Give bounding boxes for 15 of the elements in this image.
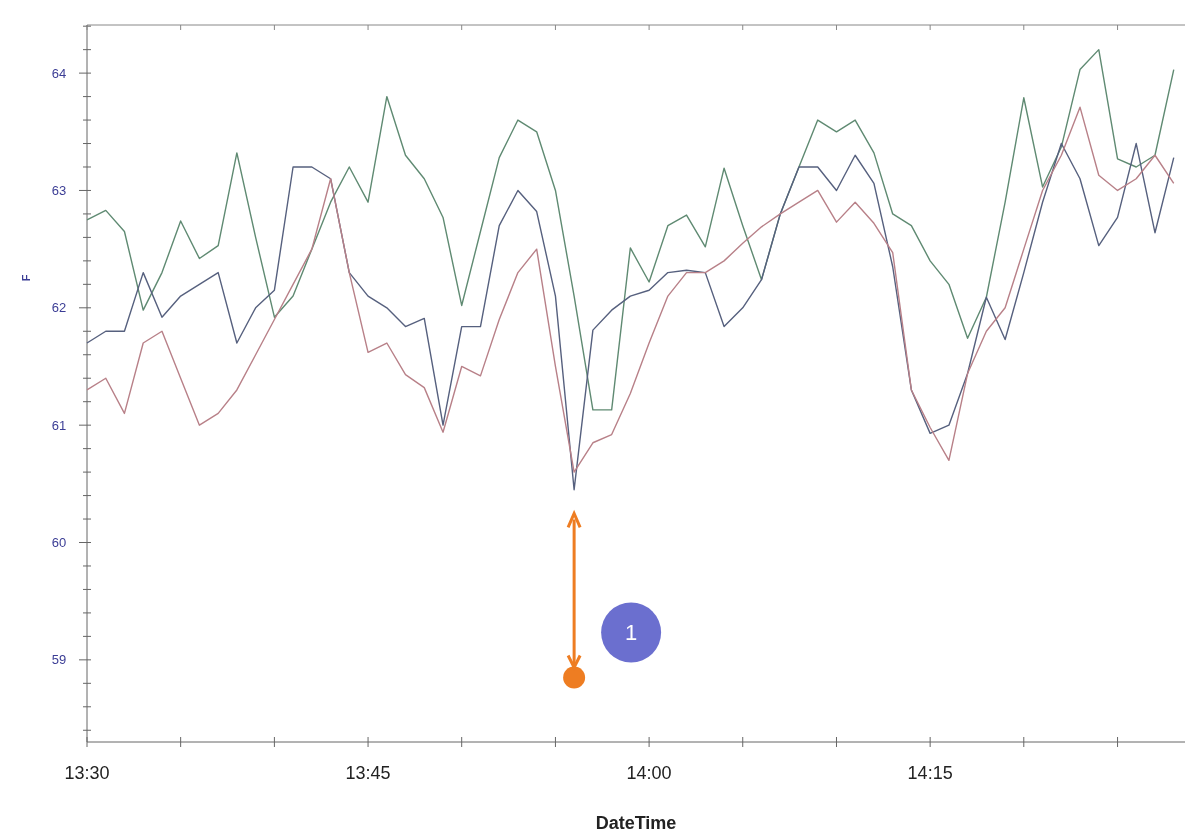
- y-tick-label: 64: [51, 65, 67, 81]
- x-tick-label: 14:15: [907, 763, 953, 783]
- x-tick-label: 13:30: [64, 763, 110, 783]
- y-tick-label: 62: [51, 300, 67, 316]
- y-tick-label: 59: [51, 652, 67, 668]
- y-axis-title: F: [20, 274, 32, 282]
- y-tick-label: 63: [51, 183, 67, 199]
- x-tick-label: 14:00: [626, 763, 672, 783]
- y-tick-label: 61: [51, 417, 67, 433]
- y-tick-label: 60: [51, 535, 67, 551]
- x-tick-label: 13:45: [345, 763, 391, 783]
- annotation: 1: [624, 620, 638, 646]
- x-axis-title: DateTime: [595, 813, 677, 833]
- number-badge: 1: [601, 602, 662, 663]
- line-series: [86, 48, 1175, 411]
